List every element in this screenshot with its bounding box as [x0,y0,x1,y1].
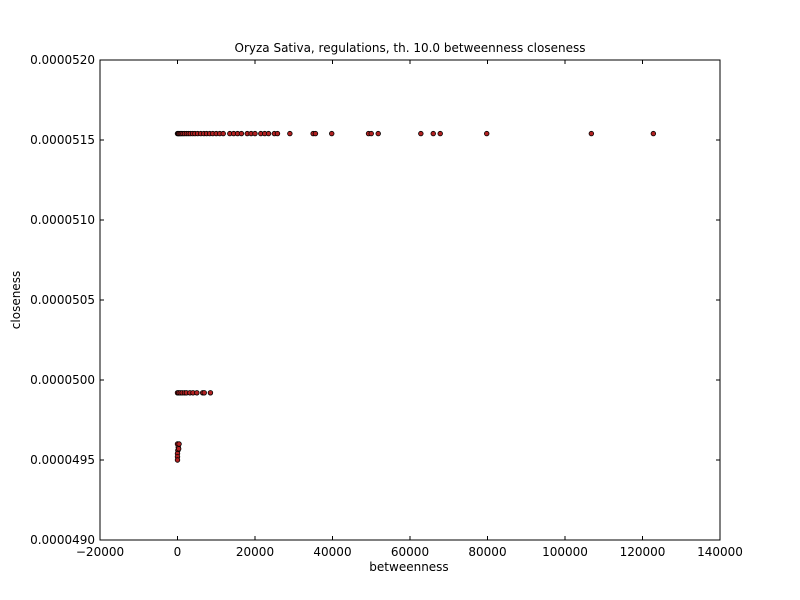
chart-title: Oryza Sativa, regulations, th. 10.0 betw… [235,41,586,55]
x-tick-label: 140000 [697,545,743,559]
data-point [194,390,200,396]
x-tick-label: 40000 [313,545,351,559]
data-point [418,130,424,137]
y-tick-label: 0.0000505 [30,293,95,307]
y-axis-label: closeness [9,271,23,329]
y-tick-label: 0.0000510 [30,213,95,227]
data-point [265,130,272,137]
data-point [175,446,182,452]
data-point [274,130,281,137]
data-point [588,130,595,137]
x-axis: −20000 0 20000 40000 60000 80000 100000 120000 1… [76,60,743,559]
data-point [238,130,245,137]
y-tick-label: 0.0000520 [30,53,95,67]
y-tick-label: 0.0000500 [30,373,95,387]
x-tick-label: 0 [174,545,182,559]
data-point [252,130,258,137]
data-point [201,390,207,396]
y-tick-label: 0.0000495 [30,453,95,467]
data-points [174,130,657,463]
data-point [650,130,657,137]
x-tick-label: 20000 [236,545,274,559]
data-point [430,130,436,137]
data-point [312,130,319,137]
data-point [174,457,181,463]
x-tick-label: −20000 [76,545,124,559]
data-point [329,130,335,137]
y-tick-label: 0.0000490 [30,533,95,547]
x-axis-label: betweenness [369,560,448,574]
data-point [368,130,374,137]
y-tick-label: 0.0000515 [30,133,95,147]
data-point [287,130,293,137]
x-tick-label: 80000 [468,545,506,559]
data-point [437,130,443,137]
x-tick-label: 100000 [542,545,588,559]
y-axis: 0.0000490 0.0000495 0.0000500 0.0000505 0.00… [30,53,720,547]
data-point [176,441,182,447]
x-tick-label: 120000 [620,545,666,559]
plot-area [99,59,721,541]
data-point [484,130,490,137]
x-tick-label: 60000 [391,545,429,559]
data-point [220,130,226,137]
data-point [207,390,214,396]
data-point [375,130,381,137]
